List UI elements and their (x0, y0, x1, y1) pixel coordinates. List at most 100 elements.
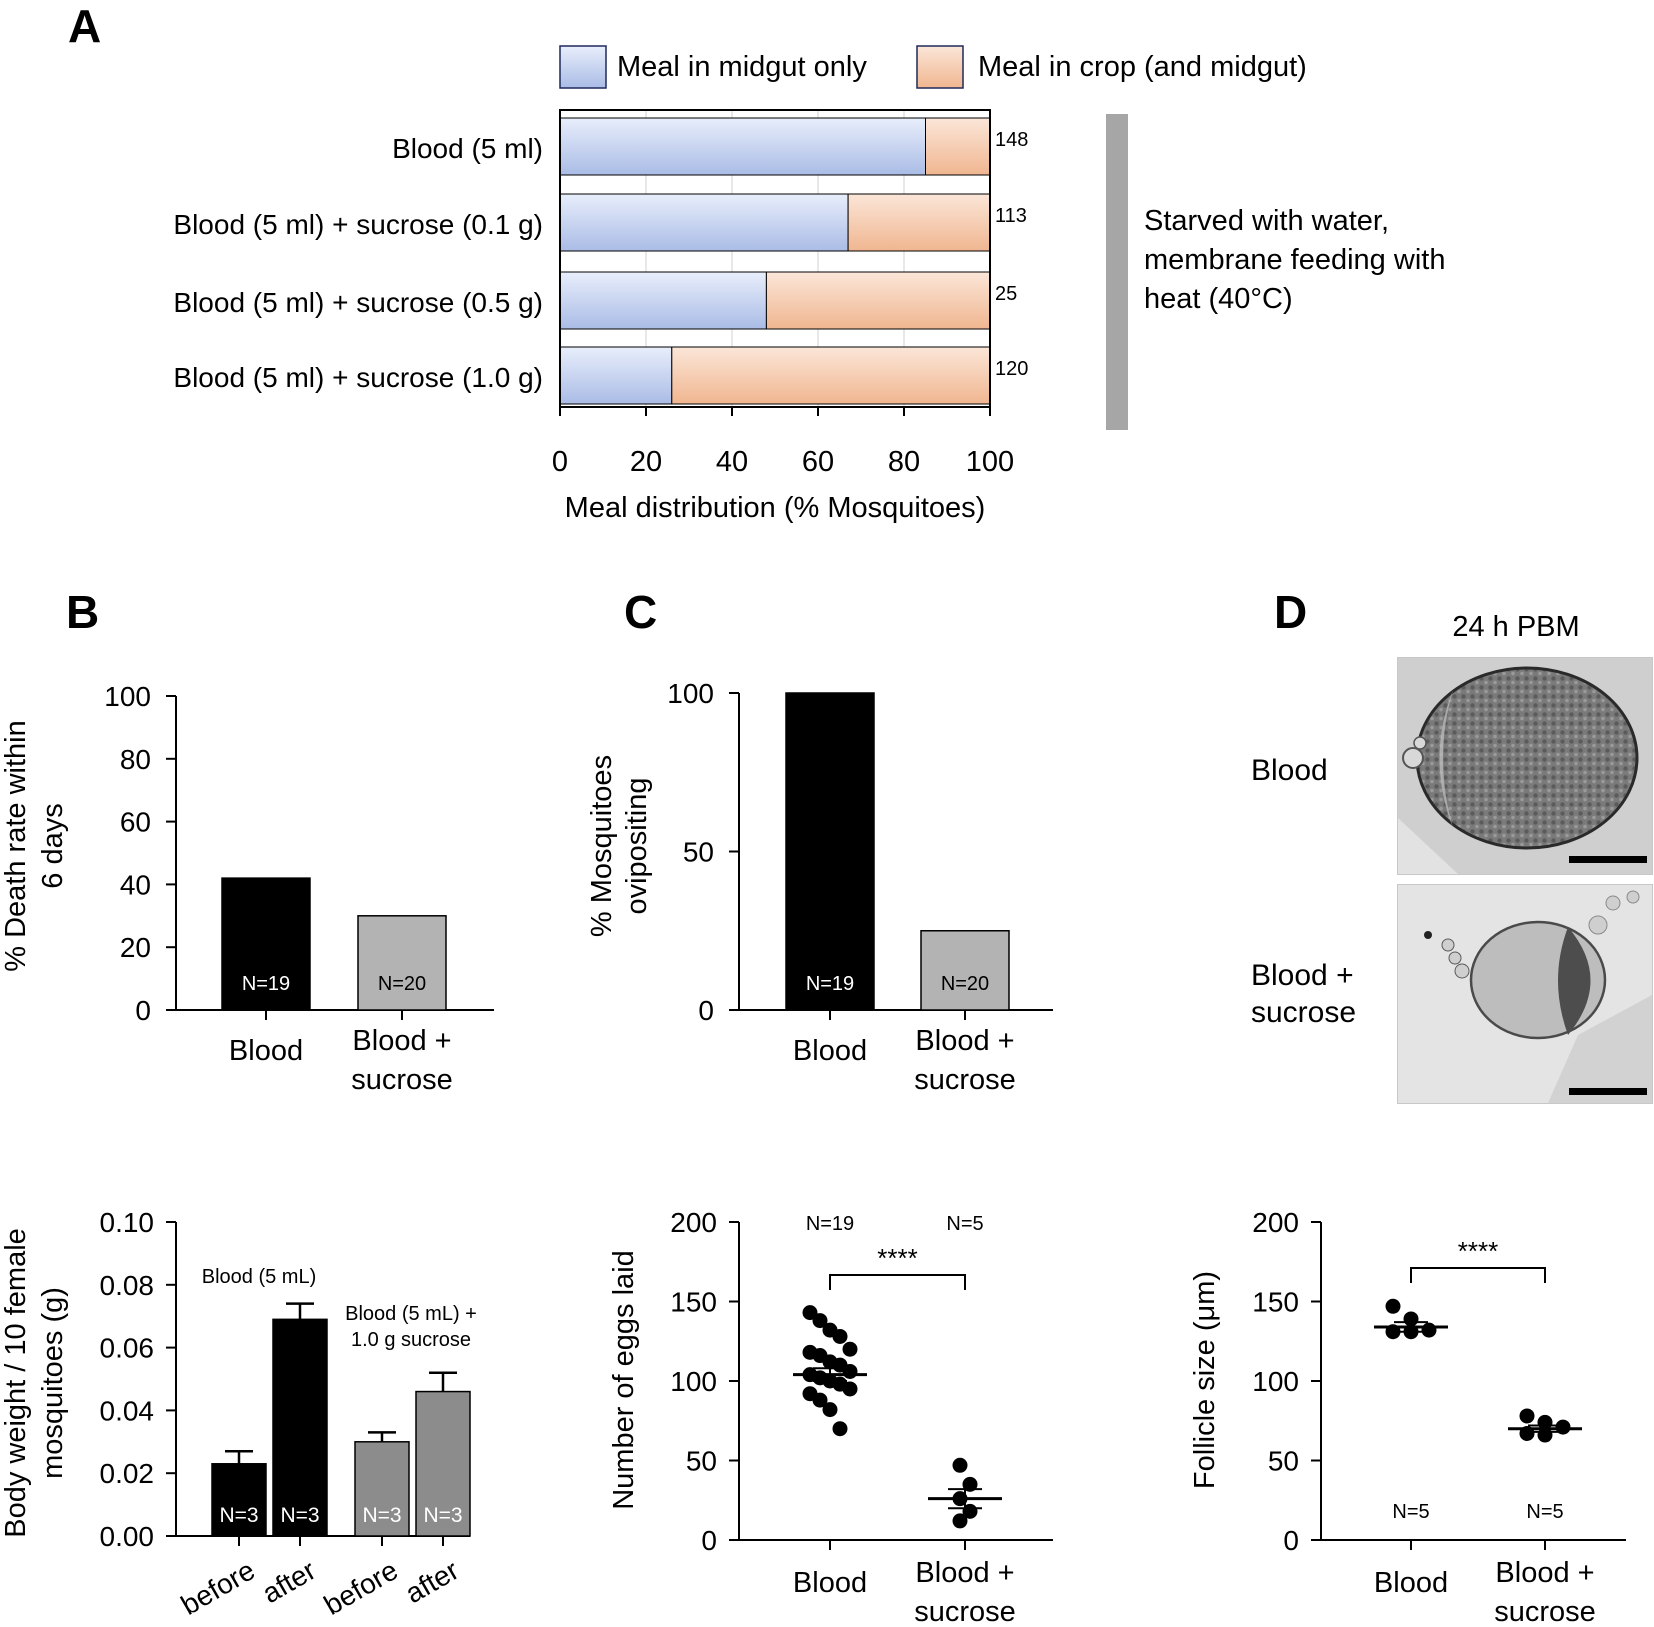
y-axis-label: Follicle size (μm) (1189, 1271, 1221, 1489)
x-axis-label: Meal distribution (% Mosquitoes) (565, 492, 986, 524)
plot-frame (559, 109, 991, 408)
bar-crop (765, 271, 991, 330)
y-tick-label: 100 (1252, 1366, 1299, 1397)
micrograph-blood (1397, 657, 1653, 875)
panel-c-lower-chart: 0 50 100 150 200 N=19 Blood N=5 Blood + sucrose **… (608, 1207, 1053, 1627)
legend-swatch-midgut (559, 45, 607, 89)
y-tick-label: 20 (120, 932, 151, 963)
n-label: N=3 (280, 1504, 319, 1527)
scale-bar (1569, 856, 1647, 863)
category-label: Blood + (1495, 1557, 1594, 1589)
category-label: Blood (5 ml) + sucrose (0.1 g) (173, 209, 543, 240)
n-label: N=19 (806, 973, 854, 995)
data-point (832, 1421, 848, 1437)
y-tick-label: 0.02 (100, 1458, 155, 1489)
data-point (1519, 1408, 1535, 1424)
y-axis-label: 6 days (37, 803, 69, 888)
panel-label-c: C (624, 586, 657, 638)
data-point (812, 1313, 828, 1329)
n-label: N=20 (378, 973, 426, 995)
legend-swatch-crop (916, 45, 964, 89)
bar-before (354, 1441, 410, 1537)
bar-before (211, 1463, 267, 1537)
bar-midgut-only (559, 193, 849, 252)
significance-stars: **** (1458, 1236, 1498, 1266)
n-label: 25 (995, 283, 1017, 305)
y-tick-label: 0.00 (100, 1521, 155, 1552)
bar-crop (847, 193, 991, 252)
panel-d-row-label-blood: Blood (1251, 754, 1328, 787)
y-tick-label: 40 (120, 869, 151, 900)
x-tick-label: 20 (630, 446, 662, 478)
y-tick-label: 50 (683, 837, 714, 868)
n-label: 148 (995, 129, 1028, 151)
y-tick-label: 0.10 (100, 1207, 155, 1238)
bar-midgut-only (559, 346, 673, 405)
y-tick-label: 200 (670, 1207, 717, 1238)
y-tick-label: 80 (120, 744, 151, 775)
category-label: after (257, 1554, 321, 1609)
y-tick-label: 150 (670, 1287, 717, 1318)
panel-b-lower-chart: 0.00 0.02 0.04 0.06 0.08 0.10 N=3 before N=3 afte… (0, 1207, 477, 1621)
data-point (802, 1305, 818, 1321)
panel-label-b: B (66, 586, 99, 638)
n-label: 113 (995, 205, 1027, 227)
y-axis-label: % Mosquitoes (586, 755, 618, 937)
y-tick-label: 100 (670, 1366, 717, 1397)
data-point (1385, 1298, 1401, 1314)
n-label: N=3 (362, 1504, 401, 1527)
x-tick-label: 100 (966, 446, 1014, 478)
significance-bracket (829, 1274, 966, 1290)
x-tick-label: 80 (888, 446, 920, 478)
y-tick-label: 150 (1252, 1287, 1299, 1318)
y-axis-label: mosquitoes (g) (37, 1287, 69, 1479)
data-point (1555, 1419, 1571, 1435)
category-label: Blood + (915, 1557, 1014, 1589)
y-tick-label: 100 (667, 678, 714, 709)
category-label: Blood + (915, 1025, 1014, 1057)
n-label: N=3 (219, 1504, 258, 1527)
bar-crop (925, 117, 991, 176)
y-tick-label: 0 (698, 995, 714, 1026)
category-label: before (319, 1554, 403, 1621)
follicle-oocyte (1415, 666, 1639, 850)
n-label: N=19 (806, 1213, 854, 1235)
category-label: sucrose (914, 1596, 1016, 1627)
bar-midgut-only (559, 271, 767, 330)
micrograph-blood-sucrose (1397, 884, 1653, 1104)
data-point (952, 1513, 968, 1529)
category-label: Blood (793, 1567, 867, 1599)
panel-d-row-label-sucrose-line2: sucrose (1251, 996, 1356, 1029)
category-label: sucrose (1494, 1596, 1596, 1627)
category-label: Blood (5 ml) + sucrose (1.0 g) (173, 362, 543, 393)
bar-blood (221, 877, 311, 1011)
y-tick-label: 100 (104, 681, 151, 712)
y-tick-label: 50 (686, 1446, 717, 1477)
scale-bar (1569, 1088, 1647, 1095)
category-label: sucrose (914, 1064, 1016, 1096)
data-point (842, 1341, 858, 1357)
category-label: Blood (793, 1035, 867, 1067)
category-label: Blood (229, 1035, 303, 1067)
x-tick-label: 60 (802, 446, 834, 478)
y-tick-label: 0.04 (100, 1395, 155, 1426)
panel-d-lower-chart: 0 50 100 150 200 N=5 Blood N=5 Blood + sucrose ***… (1189, 1207, 1626, 1627)
panel-d-row-label-sucrose-line1: Blood + (1251, 959, 1354, 992)
bar-blood-sucrose (920, 930, 1010, 1011)
condition-note-line: Starved with water, (1144, 205, 1389, 237)
bar-crop (671, 346, 991, 405)
bar-blood-sucrose (357, 915, 447, 1011)
y-tick-label: 0 (701, 1525, 717, 1556)
significance-bracket (1410, 1267, 1546, 1283)
y-tick-label: 200 (1252, 1207, 1299, 1238)
data-point (1421, 1322, 1437, 1338)
data-point (822, 1402, 838, 1418)
y-tick-label: 0.06 (100, 1333, 155, 1364)
n-label: N=5 (1526, 1501, 1563, 1523)
category-label: Blood (5 ml) + sucrose (0.5 g) (173, 287, 543, 318)
n-label: N=5 (946, 1213, 983, 1235)
condition-bracket-bar (1106, 114, 1128, 430)
category-label: Blood (5 ml) (392, 133, 543, 164)
y-axis-label: Body weight / 10 female (0, 1228, 32, 1538)
